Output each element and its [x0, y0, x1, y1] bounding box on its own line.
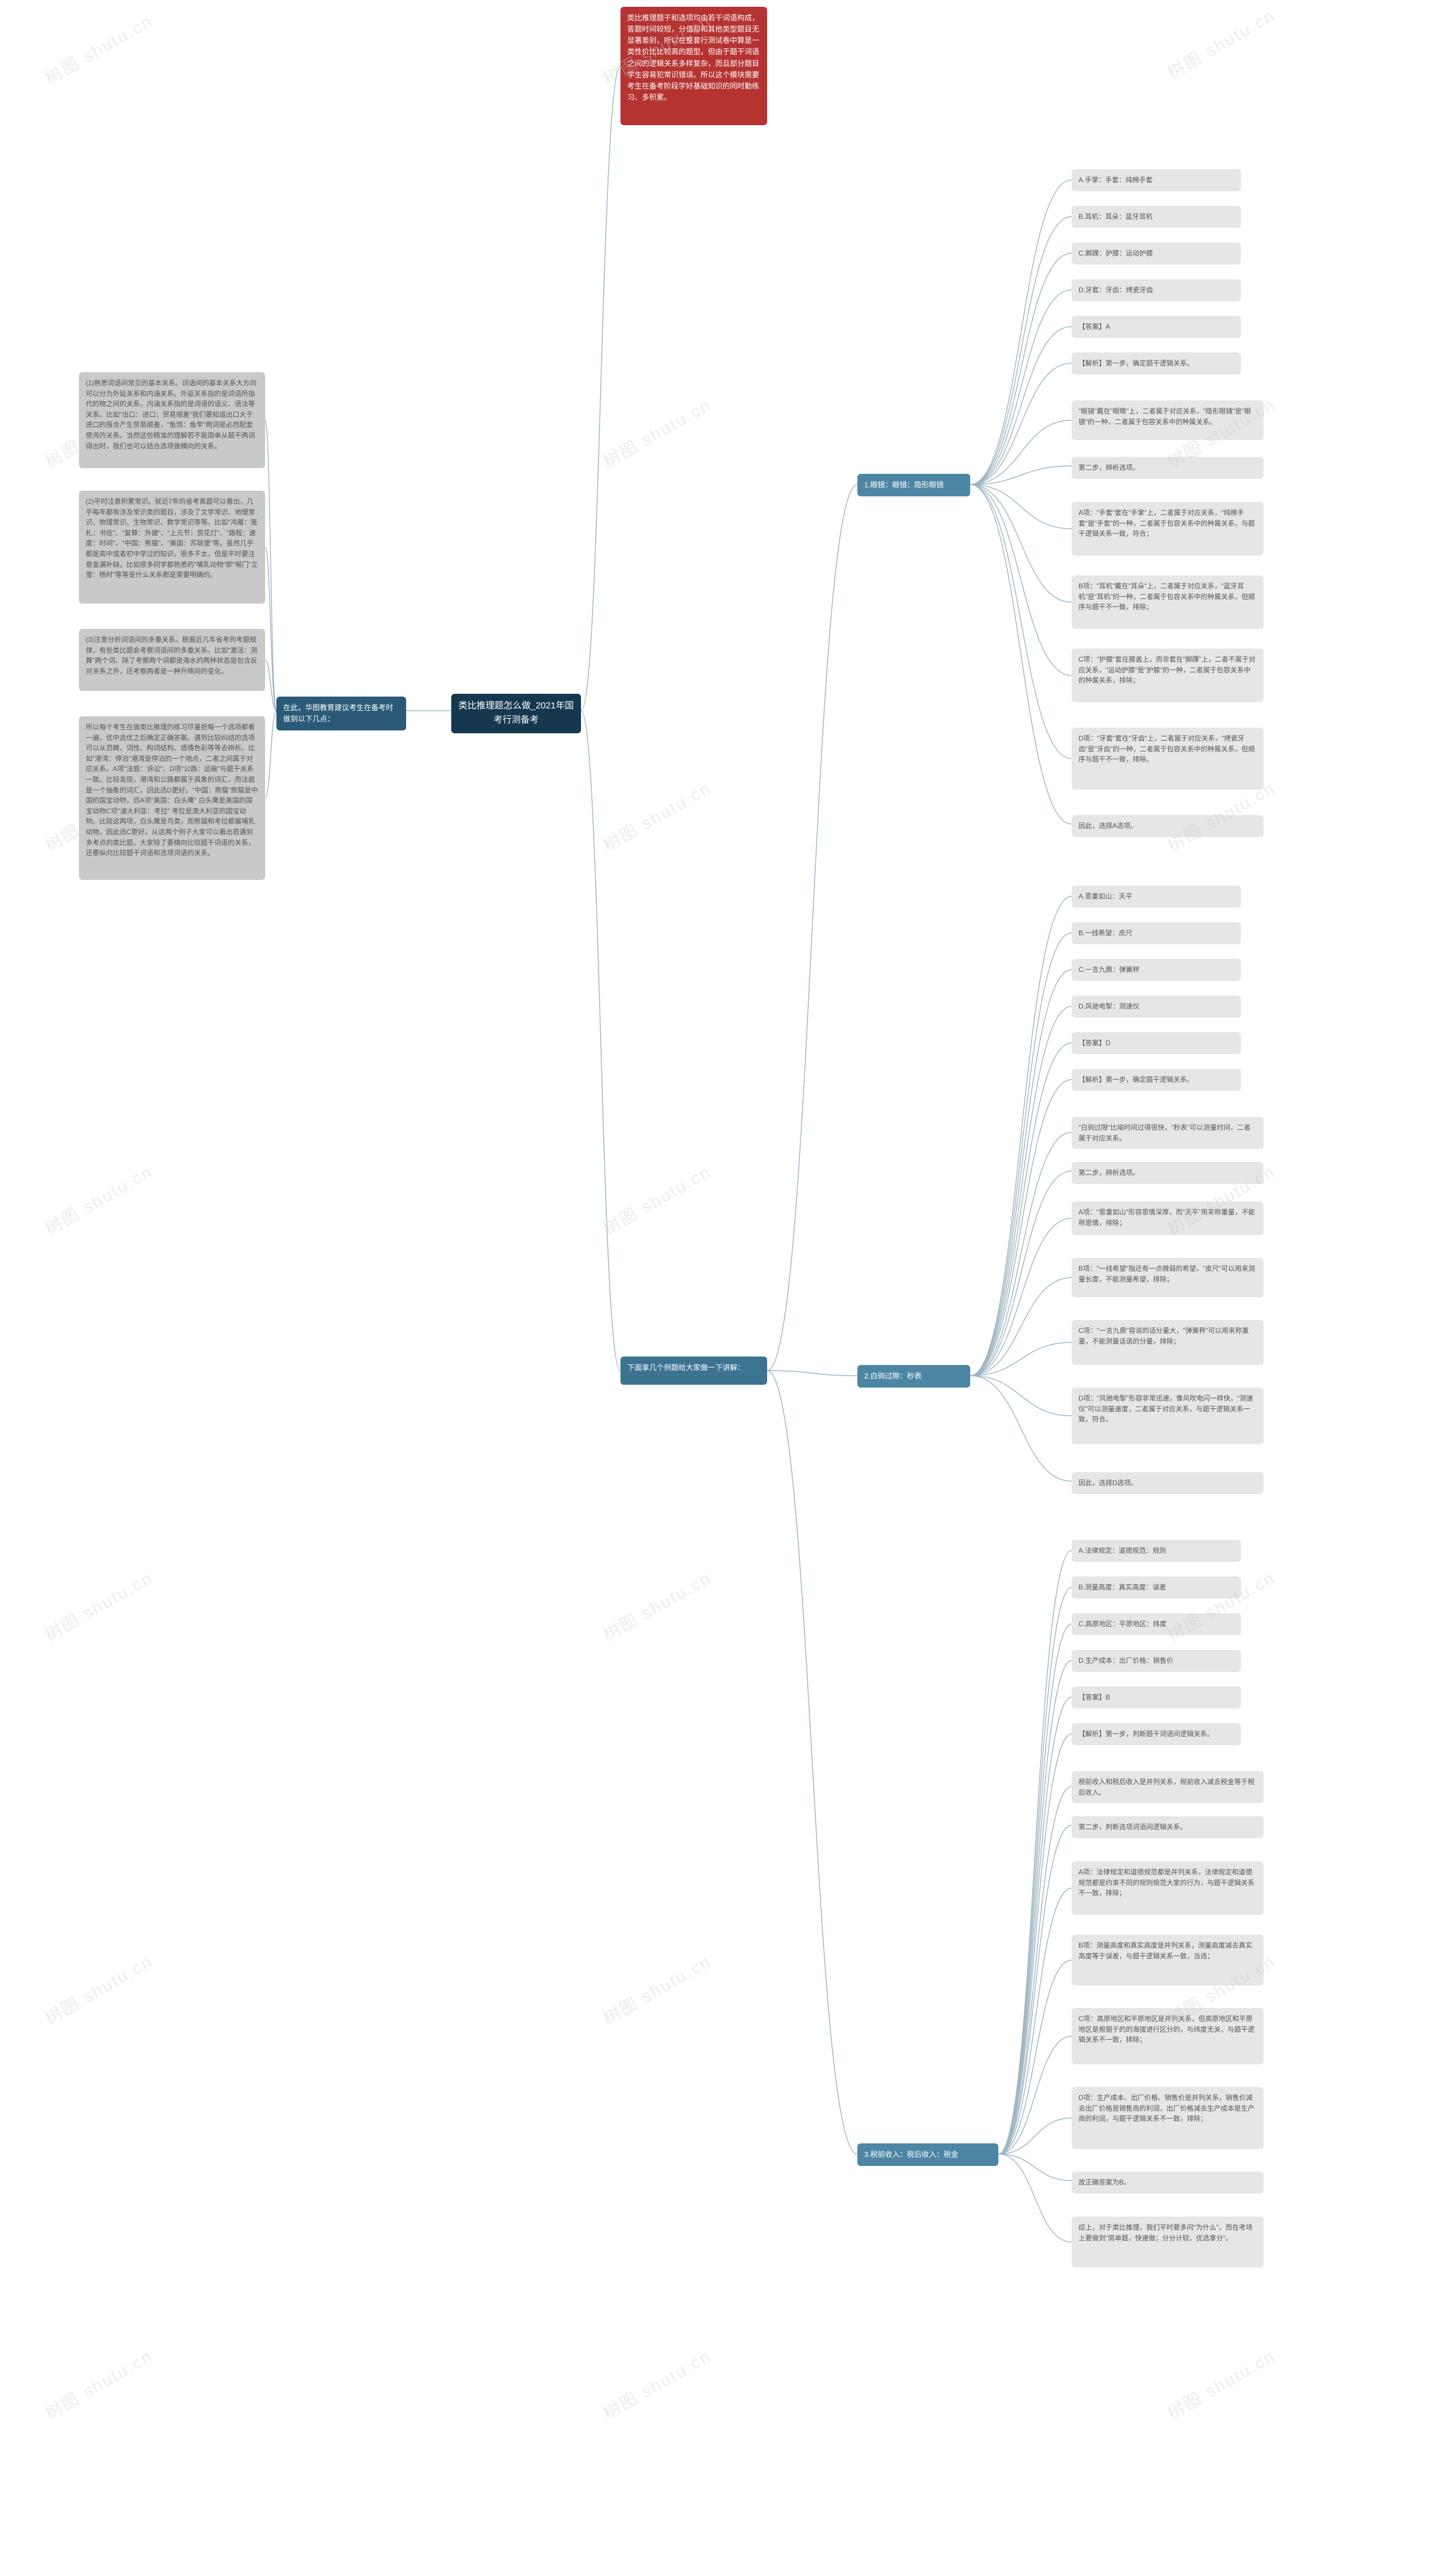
left-lead-node: 在此，华图教育建议考生在备考时做到以下几点： [276, 697, 406, 730]
ex1-txt-6: D项："牙套"套在"牙齿"上，二者属于对应关系，"烤瓷牙齿"是"牙齿"的一种，二… [1072, 728, 1264, 790]
left-tip-3: (3)注意分析词语间的多重关系。根据近几年省考的考题规律，有些类比题会考察词语间… [79, 629, 265, 691]
ex2-opt-1: A.恩重如山：天平 [1072, 886, 1241, 908]
watermark: 树图 shutu.cn [1162, 2, 1279, 83]
ex3-txt-3: A项：法律规定和道德规范都是并列关系，法律规定和道德规范都是约束不同的规则规范大… [1072, 1861, 1264, 1915]
left-tip-4: 所以每个考生在做类比推理的练习尽量把每一个选项都看一遍，优中选优之后确定正确答案… [79, 716, 265, 880]
sub-lead-node: 下面拿几个例题给大家做一下讲解： [620, 1357, 767, 1385]
ex2-txt-2: 第二步，辨析选项。 [1072, 1162, 1264, 1184]
ex3-txt-8: 综上，对于类比推理，我们平时要多问"为什么"，而在考场上要做到"简单题，快速做；… [1072, 2217, 1264, 2267]
ex1-opt-3: C.脚踝：护膝：运动护膝 [1072, 243, 1241, 265]
ex1-opt-5: 【答案】A [1072, 316, 1241, 338]
watermark: 树图 shutu.cn [39, 2342, 157, 2424]
ex3-txt-7: 故正确答案为B。 [1072, 2172, 1264, 2194]
root-node: 类比推理题怎么做_2021年国考行测备考 [451, 694, 581, 733]
watermark: 树图 shutu.cn [1162, 2342, 1279, 2424]
ex1-txt-4: B项："耳机"戴在"耳朵"上，二者属于对应关系，"蓝牙耳机"是"耳机"的一种，二… [1072, 575, 1264, 629]
example-2-title: 2.白驹过隙：秒表 [857, 1365, 970, 1388]
watermark: 树图 shutu.cn [598, 1158, 715, 1240]
ex3-txt-6: D项：生产成本、出厂价格、销售价是并列关系，销售价减去出厂价格是销售商的利润，出… [1072, 2087, 1264, 2149]
ex2-txt-7: 因此，选择D选项。 [1072, 1472, 1264, 1494]
ex3-txt-4: B项：测量高度和真实高度是并列关系，测量高度减去真实高度等于误差，与题干逻辑关系… [1072, 1935, 1264, 1985]
left-tip-1: (1)熟悉词语间常见的基本关系。词语间的基本关系大方向可以分为外延关系和内涵关系… [79, 372, 265, 468]
ex3-opt-5: 【答案】B [1072, 1686, 1241, 1708]
ex2-txt-3: A项："恩重如山"形容恩情深厚，而"天平"用来称重量，不能称恩情，排除； [1072, 1201, 1264, 1235]
ex3-opt-4: D.生产成本：出厂价格：销售价 [1072, 1650, 1241, 1672]
ex1-txt-7: 因此，选择A选项。 [1072, 815, 1264, 837]
intro-red-box: 类比推理题干和选项均由若干词语构成，答题时间较短，分值却和其他类型题目无显著差别… [620, 7, 767, 125]
watermark: 树图 shutu.cn [39, 1158, 157, 1240]
left-tip-2: (2)平时注意积累常识。就近7年的省考真题可以看出，几乎每年都有涉及常识类的题目… [79, 491, 265, 604]
ex2-opt-3: C.一言九鼎：弹簧秤 [1072, 959, 1241, 981]
ex1-txt-2: 第二步，辨析选项。 [1072, 457, 1264, 479]
ex3-txt-5: C项：高原地区和平原地区是并列关系，但高原地区和平原地区是根据于的的海拔进行区分… [1072, 2008, 1264, 2064]
ex1-txt-1: "眼镜"戴在"眼睛"上，二者属于对应关系，"隐形眼镜"是"眼镜"的一种，二者属于… [1072, 400, 1264, 440]
ex2-txt-4: B项："一线希望"指还有一点微弱的希望，"皮尺"可以用来测量长度，不能测量希望，… [1072, 1258, 1264, 1297]
ex2-opt-2: B.一线希望：皮尺 [1072, 922, 1241, 944]
watermark: 树图 shutu.cn [39, 1948, 157, 2029]
ex3-txt-2: 第二步，判断选项词语间逻辑关系。 [1072, 1816, 1264, 1838]
example-3-title: 3.税前收入：税后收入：税金 [857, 2143, 998, 2166]
watermark: 树图 shutu.cn [39, 1564, 157, 1646]
ex1-txt-3: A项："手套"套在"手掌"上，二者属于对应关系，"纯棉手套"是"手套"的一种，二… [1072, 502, 1264, 556]
ex2-txt-6: D项："风驰电掣"形容非常迅速，像风吹电闪一样快，"测速仪"可以测量速度，二者属… [1072, 1388, 1264, 1444]
ex2-txt-5: C项："一言九鼎"容说的话分量大，"弹簧秤"可以用来称重量，不能测量话语的分量，… [1072, 1320, 1264, 1365]
ex3-txt-1: 税前收入和税后收入是并列关系，税前收入减去税金等于税后收入。 [1072, 1771, 1264, 1803]
ex2-opt-4: D.风驰电掣：测速仪 [1072, 996, 1241, 1018]
ex1-opt-2: B.耳机：耳朵：蓝牙耳机 [1072, 206, 1241, 228]
watermark: 树图 shutu.cn [598, 2342, 715, 2424]
ex3-opt-3: C.高原地区：平原地区：纬度 [1072, 1613, 1241, 1635]
ex3-opt-1: A.法律规定：道德规范：规则 [1072, 1540, 1241, 1562]
ex1-opt-6: 【解析】第一步，确定题干逻辑关系。 [1072, 353, 1241, 375]
watermark: 树图 shutu.cn [598, 774, 715, 856]
ex1-opt-4: D.牙套：牙齿：烤瓷牙齿 [1072, 279, 1241, 301]
watermark: 树图 shutu.cn [598, 1948, 715, 2029]
ex2-opt-5: 【答案】D [1072, 1032, 1241, 1054]
ex2-opt-6: 【解析】第一步，确定题干逻辑关系。 [1072, 1069, 1241, 1091]
ex3-opt-2: B.测量高度：真实高度：误差 [1072, 1577, 1241, 1599]
ex2-txt-1: "白驹过隙"比喻时间过得很快，"秒表"可以测量时间，二者属于对应关系。 [1072, 1117, 1264, 1149]
watermark: 树图 shutu.cn [598, 1564, 715, 1646]
watermark: 树图 shutu.cn [598, 391, 715, 473]
ex1-opt-1: A.手掌：手套：纯棉手套 [1072, 169, 1241, 191]
watermark: 树图 shutu.cn [39, 7, 157, 89]
ex1-txt-5: C项："护膝"套在膝盖上，而非套在"脚踝"上，二者不属于对应关系，"运动护膝"是… [1072, 649, 1264, 702]
ex3-opt-6: 【解析】第一步，判断题干词语间逻辑关系。 [1072, 1723, 1241, 1745]
example-1-title: 1.眼镜：眼镜：隐形眼镜 [857, 474, 970, 496]
